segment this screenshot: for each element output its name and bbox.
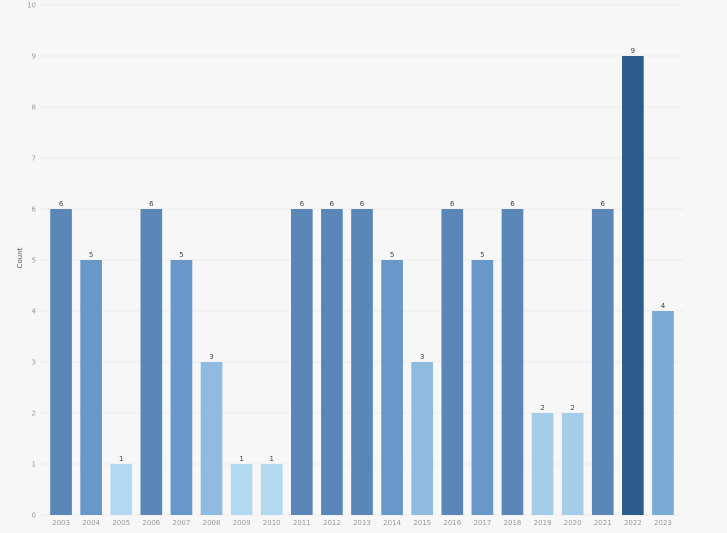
bar-2013 <box>351 209 373 515</box>
x-tick-label-2019: 2019 <box>534 519 552 527</box>
value-label-2006: 6 <box>149 200 154 208</box>
value-label-2022: 9 <box>631 47 635 55</box>
x-tick-label-2003: 2003 <box>52 519 70 527</box>
value-label-2003: 6 <box>59 200 64 208</box>
x-tick-label-2014: 2014 <box>383 519 401 527</box>
bars <box>50 56 674 515</box>
x-tick-label-2012: 2012 <box>323 519 341 527</box>
value-label-2005: 1 <box>119 455 123 463</box>
y-tick-label: 4 <box>32 308 37 316</box>
x-tick-label-2017: 2017 <box>473 519 491 527</box>
y-tick-label: 6 <box>32 206 37 214</box>
y-tick-label: 10 <box>27 2 36 10</box>
value-label-2021: 6 <box>601 200 606 208</box>
bar-2003 <box>50 209 72 515</box>
value-label-2017: 5 <box>480 251 484 259</box>
y-axis-title: Count <box>16 247 24 268</box>
bar-2007 <box>170 260 193 515</box>
x-tick-label-2023: 2023 <box>654 519 672 527</box>
value-label-2018: 6 <box>510 200 515 208</box>
x-tick-label-2022: 2022 <box>624 519 642 527</box>
x-tick-label-2004: 2004 <box>82 519 100 527</box>
x-tick-label-2016: 2016 <box>443 519 461 527</box>
x-tick-label-2007: 2007 <box>173 519 191 527</box>
x-tick-label-2010: 2010 <box>263 519 281 527</box>
bar-2009 <box>230 464 253 515</box>
y-tick-label: 0 <box>32 512 36 520</box>
bar-2016 <box>441 209 464 515</box>
y-tick-label: 5 <box>32 257 36 265</box>
bar-2010 <box>260 464 283 515</box>
x-tick-label-2009: 2009 <box>233 519 251 527</box>
bar-2019 <box>531 413 554 515</box>
x-tick-label-2006: 2006 <box>142 519 160 527</box>
y-tick-label: 9 <box>32 53 36 61</box>
value-label-2004: 5 <box>89 251 93 259</box>
bar-2018 <box>501 209 524 515</box>
value-label-2015: 3 <box>420 353 424 361</box>
value-label-2010: 1 <box>269 455 273 463</box>
value-label-2012: 6 <box>330 200 335 208</box>
y-tick-label: 2 <box>32 410 36 418</box>
y-tick-labels: 0 1 2 3 4 5 6 7 8 9 10 <box>27 2 36 520</box>
bar-2004 <box>80 260 102 515</box>
bar-2020 <box>561 413 584 515</box>
bar-2012 <box>321 209 343 515</box>
bar-2005 <box>110 464 133 515</box>
x-tick-label-2015: 2015 <box>413 519 431 527</box>
bar-2017 <box>471 260 494 515</box>
y-tick-label: 8 <box>32 104 36 112</box>
x-tick-label-2020: 2020 <box>564 519 582 527</box>
x-tick-labels: 2003 2004 2005 2006 2007 2008 2009 2010 2011 2012… <box>52 519 672 527</box>
bar-2022 <box>622 56 644 515</box>
bar-2015 <box>411 362 434 515</box>
value-label-2014: 5 <box>390 251 394 259</box>
y-tick-label: 3 <box>32 359 36 367</box>
x-tick-label-2013: 2013 <box>353 519 371 527</box>
bar-2023 <box>652 311 674 515</box>
bar-2008 <box>200 362 223 515</box>
value-label-2009: 1 <box>239 455 243 463</box>
x-tick-label-2011: 2011 <box>293 519 311 527</box>
y-tick-label: 7 <box>32 155 36 163</box>
value-labels: 6 5 1 6 5 3 1 1 6 6 6 5 3 6 5 6 2 2 6 9 4 <box>59 47 666 463</box>
value-label-2016: 6 <box>450 200 455 208</box>
bar-2006 <box>140 209 163 515</box>
value-label-2011: 6 <box>300 200 305 208</box>
x-tick-label-2008: 2008 <box>203 519 221 527</box>
value-label-2019: 2 <box>540 404 544 412</box>
x-tick-label-2021: 2021 <box>594 519 612 527</box>
x-tick-label-2005: 2005 <box>112 519 130 527</box>
value-label-2013: 6 <box>360 200 365 208</box>
bar-2011 <box>290 209 313 515</box>
y-tick-label: 1 <box>32 461 36 469</box>
value-label-2007: 5 <box>179 251 183 259</box>
value-label-2008: 3 <box>209 353 213 361</box>
value-label-2020: 2 <box>570 404 574 412</box>
bar-2021 <box>591 209 614 515</box>
bar-2014 <box>381 260 403 515</box>
value-label-2023: 4 <box>661 302 666 310</box>
x-tick-label-2018: 2018 <box>504 519 522 527</box>
